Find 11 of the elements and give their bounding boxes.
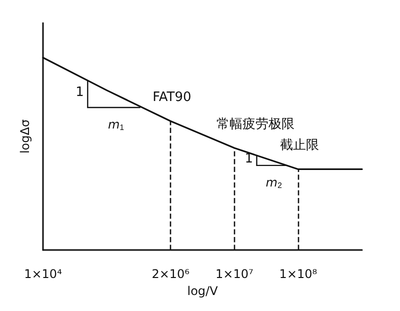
y-axis-title: logΔσ <box>18 119 32 154</box>
annotation: 常幅疲劳极限 <box>216 117 294 132</box>
x-axis-title: log/V <box>187 284 219 298</box>
x-tick-label: 2×10⁶ <box>152 267 190 281</box>
annotation: 截止限 <box>280 138 320 154</box>
x-tick-label: 1×10⁷ <box>216 267 254 281</box>
annotation: 1 <box>244 151 254 166</box>
x-tick-label: 1×10⁴ <box>24 267 62 281</box>
annotation: FAT90 <box>152 90 192 106</box>
x-tick-label: 1×10⁸ <box>279 267 318 281</box>
annotation: 1 <box>76 85 84 100</box>
